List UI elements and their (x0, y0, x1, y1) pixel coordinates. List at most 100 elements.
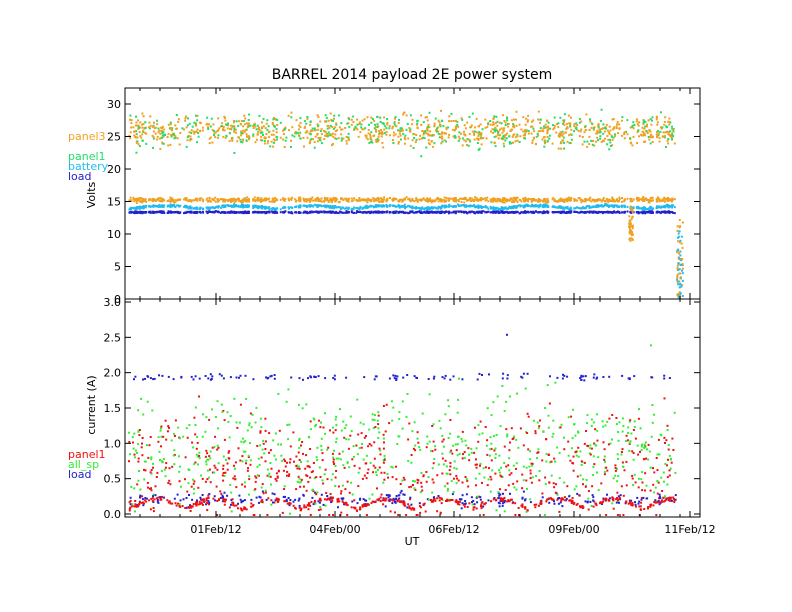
all-sp-point (450, 480, 453, 483)
all-sp-point (616, 467, 618, 470)
panel3-point (533, 199, 536, 202)
current-load-point (158, 374, 160, 377)
load-point (167, 210, 170, 213)
panel3-point (542, 127, 545, 130)
load-point (413, 211, 416, 214)
panel3-point (569, 133, 572, 136)
all-sp-point (185, 427, 188, 430)
battery-point (512, 205, 515, 208)
panel3-point (284, 198, 287, 201)
current-load-point (290, 376, 293, 379)
panel3-point (656, 130, 658, 133)
all-sp-point (617, 475, 620, 477)
load-point (649, 211, 652, 214)
current-panel1-point (329, 429, 331, 432)
panel3-point (629, 126, 632, 129)
panel1-point (575, 128, 578, 131)
all-sp-point (382, 459, 385, 462)
panel3-point (330, 200, 333, 203)
battery-point (338, 206, 341, 209)
current-panel1-point (665, 439, 668, 442)
all-sp-point (192, 492, 195, 495)
current-load-point (398, 497, 401, 500)
current-panel1-point (446, 482, 449, 485)
panel1-point (137, 126, 140, 129)
all-sp-point (558, 451, 561, 454)
panel3-point (499, 133, 502, 136)
panel3-point (579, 198, 582, 201)
current-panel1-point (475, 484, 477, 487)
battery-point (566, 207, 569, 210)
load-point (463, 211, 466, 214)
panel3-point (509, 197, 512, 200)
load-point (185, 211, 188, 214)
panel3-point (546, 131, 549, 134)
panel1-point (352, 115, 355, 118)
load-point (202, 211, 205, 214)
load-point (531, 211, 534, 214)
panel3-point (199, 122, 202, 125)
panel1-point (570, 138, 573, 141)
panel3-point (631, 225, 634, 228)
panel3-point (584, 200, 587, 203)
panel3-point (222, 199, 225, 201)
panel3-point (212, 198, 215, 201)
load-point (196, 210, 199, 213)
panel3-point (651, 141, 654, 143)
battery-point (678, 257, 680, 260)
battery-point (392, 204, 395, 207)
all-sp-point (590, 505, 593, 507)
all-sp-point (602, 425, 605, 428)
battery-point (350, 208, 353, 211)
all-sp-point (485, 444, 488, 447)
panel3-point (305, 130, 308, 133)
panel3-point (429, 130, 432, 133)
panel3-point (272, 117, 275, 119)
panel3-point (194, 122, 197, 125)
panel3-point (635, 118, 638, 121)
panel3-point (504, 121, 507, 124)
current-panel1-point (255, 476, 258, 479)
panel3-point (628, 215, 631, 218)
panel1-point (605, 127, 608, 130)
panel3-point (490, 130, 492, 133)
panel3-point (324, 131, 327, 134)
panel3-point (391, 125, 394, 128)
load-point (421, 211, 424, 214)
all-sp-point (673, 411, 676, 414)
current-panel1-point (186, 436, 189, 439)
all-sp-point (556, 493, 559, 496)
load-point (230, 210, 233, 213)
all-sp-point (455, 467, 458, 470)
panel1-point (496, 120, 499, 123)
current-load-point (298, 377, 301, 380)
all-sp-point (157, 436, 160, 439)
panel3-point (681, 267, 684, 270)
panel3-point (327, 119, 330, 122)
panel1-point (633, 124, 636, 126)
battery-point (135, 207, 138, 210)
panel3-point (479, 123, 482, 126)
load-point (261, 211, 264, 214)
battery-point (389, 204, 391, 207)
panel3-point (317, 137, 320, 139)
panel3-point (573, 123, 576, 126)
panel1-point (469, 140, 472, 143)
battery-point (345, 207, 348, 210)
battery-point (216, 205, 219, 208)
panel3-point (345, 142, 348, 145)
battery-point (383, 205, 386, 208)
panel3-point (677, 250, 679, 253)
panel3-point (680, 242, 683, 245)
all-sp-point (289, 512, 291, 515)
battery-point (439, 206, 442, 209)
panel1-point (590, 122, 593, 125)
load-point (454, 212, 457, 215)
panel3-point (460, 201, 463, 203)
panel3-point (630, 208, 633, 211)
panel3-point (319, 120, 322, 123)
current-panel1-point (473, 451, 476, 454)
all-sp-point (398, 435, 401, 438)
current-load-point (235, 376, 238, 379)
panel3-point (611, 198, 614, 201)
